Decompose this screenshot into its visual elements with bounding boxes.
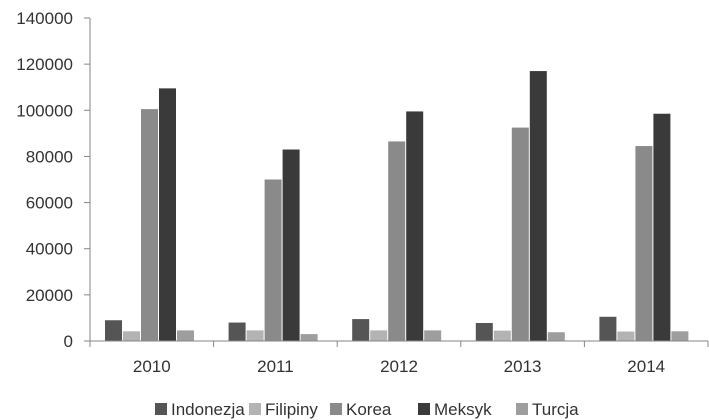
y-tick-label: 140000 — [16, 9, 73, 28]
bar-indonezja-2010 — [105, 320, 122, 341]
legend-label-korea: Korea — [346, 400, 392, 419]
bar-turcja-2012 — [424, 330, 442, 341]
y-tick-label: 100000 — [16, 101, 73, 120]
y-tick-label: 0 — [64, 332, 73, 351]
bar-meksyk-2011 — [282, 149, 300, 341]
bar-filipiny-2013 — [493, 330, 511, 341]
bar-meksyk-2014 — [653, 113, 671, 341]
x-tick-label: 2014 — [627, 357, 665, 376]
x-axis-tick-labels: 2010 2011 2012 2013 2014 — [133, 357, 665, 376]
bar-korea-2011 — [264, 179, 282, 341]
y-tick-label: 40000 — [26, 240, 73, 259]
bar-korea-2013 — [511, 127, 529, 341]
bar-meksyk-2013 — [529, 71, 547, 342]
legend-swatch-korea — [330, 403, 342, 415]
bar-indonezja-2011 — [228, 322, 246, 341]
axes — [84, 17, 709, 347]
legend-swatch-meksyk — [418, 403, 430, 415]
legend-swatch-turcja — [516, 403, 528, 415]
bar-turcja-2014 — [671, 331, 689, 341]
y-tick-label: 60000 — [26, 194, 73, 213]
legend-label-meksyk: Meksyk — [434, 400, 492, 419]
legend-swatch-indonezja — [155, 403, 167, 415]
legend-swatch-filipiny — [249, 403, 261, 415]
bar-korea-2012 — [388, 141, 406, 341]
bar-turcja-2010 — [177, 330, 194, 341]
y-axis-tick-labels: 0 20000 40000 60000 80000 100000 120000 140000 — [16, 9, 73, 351]
bar-turcja-2011 — [300, 334, 318, 341]
legend-label-filipiny: Filipiny — [265, 400, 318, 419]
bar-korea-2010 — [141, 109, 158, 341]
x-tick-label: 2010 — [133, 357, 171, 376]
bar-filipiny-2011 — [246, 330, 264, 341]
bar-indonezja-2012 — [352, 319, 370, 341]
bar-korea-2014 — [635, 146, 653, 341]
bar-turcja-2013 — [547, 332, 565, 341]
legend-label-indonezja: Indonezja — [171, 400, 245, 419]
x-tick-label: 2013 — [504, 357, 542, 376]
bar-indonezja-2013 — [475, 323, 493, 341]
bar-filipiny-2012 — [370, 330, 388, 341]
bar-meksyk-2010 — [159, 88, 176, 341]
y-tick-label: 20000 — [26, 286, 73, 305]
x-tick-label: 2011 — [257, 357, 294, 376]
y-tick-label: 80000 — [26, 147, 73, 166]
bar-filipiny-2014 — [617, 331, 635, 341]
legend: Indonezja Filipiny Korea Meksyk Turcja — [155, 400, 579, 419]
x-tick-label: 2012 — [380, 357, 418, 376]
bar-indonezja-2014 — [599, 316, 617, 341]
bar-filipiny-2010 — [123, 331, 140, 341]
legend-label-turcja: Turcja — [532, 400, 579, 419]
bars — [105, 71, 689, 342]
bar-meksyk-2012 — [406, 111, 424, 341]
y-tick-label: 120000 — [16, 55, 73, 74]
